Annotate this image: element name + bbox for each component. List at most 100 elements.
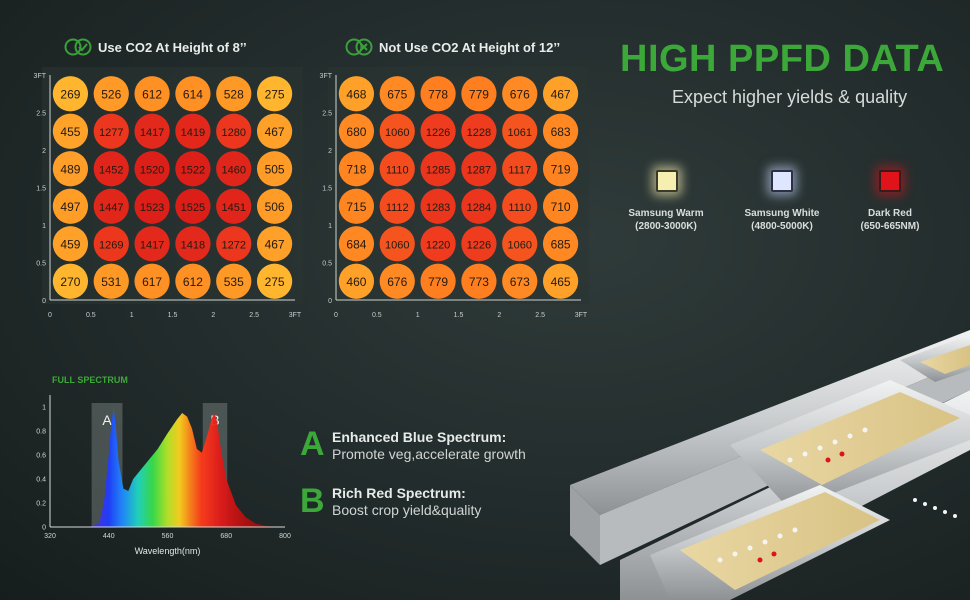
ppfd-cell-value: 489 (60, 162, 80, 176)
ppfd-cell-circle (420, 226, 456, 262)
ppfd-cell-value: 468 (346, 87, 366, 101)
ppfd-cell-value: 676 (387, 275, 407, 289)
heatmap-2-x-tick: 3FT (575, 312, 588, 319)
ppfd-cell-value: 275 (265, 87, 285, 101)
ppfd-cell-circle (175, 113, 211, 149)
heatmap-1-x-tick: 0.5 (86, 312, 96, 319)
ppfd-cell-circle (420, 113, 456, 149)
spectrum-y-tick: 0 (42, 525, 46, 532)
ppfd-cell-circle (379, 226, 415, 262)
spectrum-x-tick: 680 (220, 533, 232, 540)
ppfd-cell-value: 1283 (426, 202, 450, 214)
ppfd-cell-circle (542, 263, 579, 299)
ppfd-cell-value: 467 (265, 237, 285, 251)
ppfd-cell-value: 1060 (385, 239, 409, 251)
ppfd-cell-circle (175, 226, 211, 262)
ppfd-cell-circle (93, 76, 129, 112)
ppfd-cell-circle (379, 151, 415, 187)
heatmap-2-x-tick: 2 (497, 312, 501, 319)
ppfd-cell-circle (338, 76, 375, 112)
heatmap-2-y-tick: 2 (328, 148, 332, 155)
ppfd-cell-circle (52, 188, 89, 224)
spectrum-y-tick: 0.8 (36, 429, 46, 436)
ppfd-cell-circle (216, 226, 252, 262)
ppfd-cell-value: 680 (346, 125, 366, 139)
ppfd-cell-value: 1525 (181, 202, 205, 214)
ppfd-cell-value: 685 (551, 237, 571, 251)
feature-a-letter: A (300, 425, 325, 463)
co2-cross-icon (345, 38, 373, 56)
ppfd-cell-value: 505 (265, 162, 285, 176)
ppfd-cell-circle (542, 113, 579, 149)
ppfd-cell-circle (52, 226, 89, 262)
ppfd-cell-circle (379, 188, 415, 224)
feature-a-title: Enhanced Blue Spectrum: (332, 429, 507, 445)
ppfd-cell-value: 779 (469, 87, 489, 101)
spectrum-chart: AB32044056068080000.20.40.60.81Wavelengt… (36, 395, 291, 556)
ppfd-cell-circle (502, 151, 538, 187)
ppfd-cell-value: 467 (551, 87, 571, 101)
ppfd-cell-value: 531 (101, 275, 121, 289)
ppfd-cell-circle (175, 188, 211, 224)
heatmap-1-x-tick: 2 (211, 312, 215, 319)
ppfd-cell-value: 715 (346, 200, 366, 214)
ppfd-cell-value: 1060 (385, 127, 409, 139)
heatmap-1-x-tick: 0 (48, 312, 52, 319)
ppfd-cell-value: 1452 (99, 164, 123, 176)
ppfd-cell-circle (52, 76, 89, 112)
ppfd-cell-value: 719 (551, 162, 571, 176)
ppfd-cell-value: 275 (265, 275, 285, 289)
led-red-label: Dark Red (650-665NM) (860, 208, 920, 232)
heatmap-2-title-row: Not Use CO2 At Height of 12’’ (345, 38, 560, 56)
ppfd-cell-circle (175, 76, 211, 112)
ppfd-cell-circle (502, 113, 538, 149)
ppfd-cell-circle (379, 113, 415, 149)
ppfd-cell-circle (134, 151, 170, 187)
ppfd-cell-value: 779 (428, 275, 448, 289)
ppfd-cell-value: 1419 (181, 127, 205, 139)
ppfd-cell-circle (134, 76, 170, 112)
ppfd-cell-circle (256, 188, 293, 224)
ppfd-cell-circle (420, 263, 456, 299)
ppfd-cell-value: 1417 (140, 239, 164, 251)
ppfd-cell-value: 1061 (508, 127, 532, 139)
ppfd-cell-circle (52, 263, 89, 299)
ppfd-cell-value: 675 (387, 87, 407, 101)
led-warm-label: Samsung Warm (2800-3000K) (628, 208, 704, 232)
ppfd-cell-circle (256, 226, 293, 262)
ppfd-cell-circle (338, 113, 375, 149)
ppfd-cell-value: 460 (346, 275, 366, 289)
ppfd-cell-circle (93, 113, 129, 149)
ppfd-cell-value: 684 (346, 237, 366, 251)
ppfd-cell-value: 1112 (386, 202, 409, 214)
ppfd-cell-circle (461, 113, 497, 149)
ppfd-cell-value: 612 (142, 87, 162, 101)
ppfd-cell-circle (338, 226, 375, 262)
spectrum-y-tick: 0.4 (36, 477, 46, 484)
ppfd-cell-value: 710 (551, 200, 571, 214)
ppfd-cell-circle (216, 188, 252, 224)
ppfd-cell-value: 270 (60, 275, 80, 289)
heatmap-2-title: Not Use CO2 At Height of 12’’ (379, 39, 561, 55)
ppfd-cell-circle (461, 188, 497, 224)
heatmap-2-background (328, 67, 589, 304)
ppfd-cell-circle (134, 226, 170, 262)
ppfd-cell-value: 1110 (508, 202, 531, 214)
spectrum-x-tick: 560 (162, 533, 174, 540)
ppfd-cell-circle (461, 263, 497, 299)
spectrum-y-tick: 1 (42, 405, 46, 412)
ppfd-cell-circle (93, 226, 129, 262)
ppfd-cell-circle (216, 151, 252, 187)
heatmap-1-x-tick: 1.5 (168, 312, 178, 319)
heatmap-1-background (42, 67, 303, 304)
ppfd-cell-circle (502, 76, 538, 112)
ppfd-cell-circle (134, 263, 170, 299)
ppfd-cell-value: 673 (510, 275, 530, 289)
ppfd-cell-value: 1520 (140, 164, 164, 176)
ppfd-cell-value: 269 (60, 87, 80, 101)
ppfd-cell-circle (461, 226, 497, 262)
ppfd-cell-value: 1117 (508, 164, 531, 176)
ppfd-cell-value: 614 (183, 87, 203, 101)
spectrum-x-label: Wavelength(nm) (135, 546, 201, 556)
